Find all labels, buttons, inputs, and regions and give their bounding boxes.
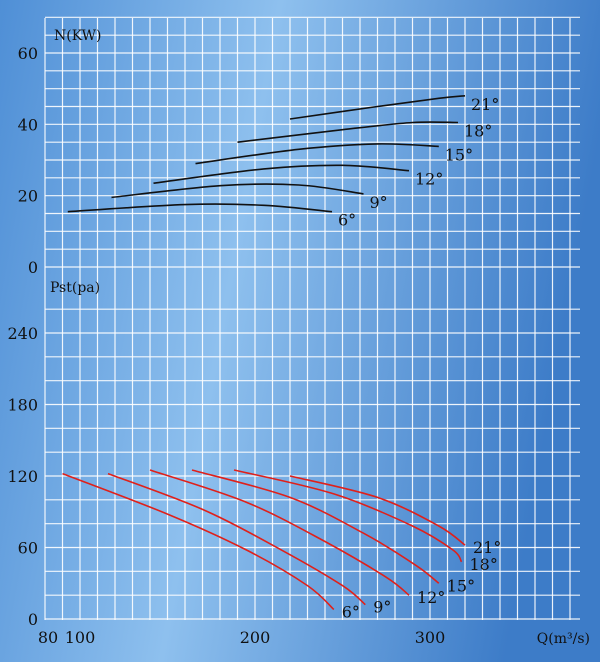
x-tick-label: 300 xyxy=(415,628,446,647)
pressure-curve-label: 12° xyxy=(417,588,445,607)
y-tick-label: 180 xyxy=(7,396,38,415)
y-axis-label: Pst(pa) xyxy=(50,280,100,296)
pressure-curve-label: 21° xyxy=(473,538,501,557)
x-tick-label: 200 xyxy=(240,628,271,647)
pressure-curve-15deg xyxy=(191,469,440,584)
y-tick-label: 60 xyxy=(18,44,38,63)
curves xyxy=(62,95,466,611)
y-tick-label: 240 xyxy=(7,324,38,343)
x-tick-label: 80 xyxy=(38,628,58,647)
pressure-curve-18deg xyxy=(233,469,463,563)
power-curve-12deg xyxy=(153,164,410,184)
pressure-curve-21deg xyxy=(289,475,466,546)
labels: 0 20 40 60 0 60 120 180 240 80 100 200 300 N(KW) Pst(p… xyxy=(7,28,590,647)
pressure-curve-label: 15° xyxy=(447,576,475,595)
power-curve-18deg xyxy=(237,121,459,143)
y-tick-label: 40 xyxy=(18,115,38,134)
pressure-curve-9deg xyxy=(107,472,366,606)
y-tick-label: 0 xyxy=(28,258,38,277)
pressure-curve-12deg xyxy=(149,469,410,596)
power-curve-label: 21° xyxy=(471,95,499,114)
power-curve-label: 15° xyxy=(445,145,473,164)
power-curve-21deg xyxy=(289,95,466,120)
x-axis-label: Q(m³/s) xyxy=(537,631,590,647)
power-curve-15deg xyxy=(195,143,439,165)
y-tick-label: 120 xyxy=(7,467,38,486)
power-curve-9deg xyxy=(111,183,364,199)
x-tick-label: 100 xyxy=(65,628,96,647)
power-curve-label: 12° xyxy=(415,170,443,189)
y-axis-label: N(KW) xyxy=(54,28,102,44)
power-curve-6deg xyxy=(67,203,333,213)
y-tick-label: 0 xyxy=(28,610,38,629)
pressure-curve-6deg xyxy=(62,472,335,611)
power-curve-label: 6° xyxy=(338,211,356,230)
pressure-curve-label: 6° xyxy=(342,602,360,621)
power-curve-label: 18° xyxy=(464,122,492,141)
grid xyxy=(44,16,580,620)
power-curve-label: 9° xyxy=(370,193,388,212)
pressure-curve-label: 18° xyxy=(470,555,498,574)
pressure-curve-label: 9° xyxy=(373,598,391,617)
y-tick-label: 60 xyxy=(18,539,38,558)
y-tick-label: 20 xyxy=(18,187,38,206)
